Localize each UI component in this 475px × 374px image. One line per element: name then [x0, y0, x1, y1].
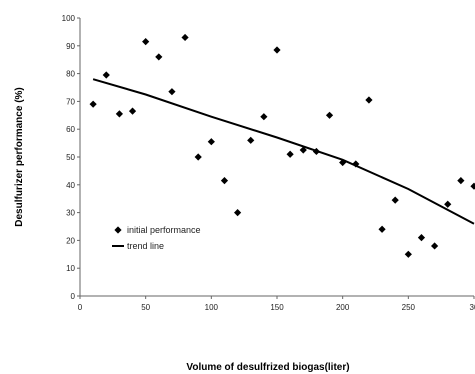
legend-label-initial: initial performance — [127, 225, 201, 235]
y-tick-label: 20 — [66, 236, 75, 245]
data-point — [273, 46, 281, 54]
data-point — [181, 33, 189, 42]
data-point — [260, 113, 268, 121]
data-point — [194, 153, 202, 161]
legend-marker-initial — [114, 226, 122, 234]
data-point — [339, 158, 347, 167]
data-point — [155, 53, 163, 61]
x-tick-label: 0 — [78, 303, 83, 312]
data-point — [220, 177, 229, 185]
y-tick-label: 50 — [66, 153, 75, 162]
x-tick-label: 100 — [205, 303, 219, 312]
y-tick-label: 90 — [66, 42, 75, 51]
data-point — [102, 71, 110, 79]
x-tick-label: 250 — [402, 303, 416, 312]
legend-label-trend: trend line — [127, 241, 164, 251]
data-point — [470, 182, 475, 190]
y-axis-title: Desulfurizer performance (%) — [14, 87, 25, 226]
y-tick-label: 60 — [66, 125, 75, 134]
data-point — [89, 100, 97, 108]
trend-line — [92, 78, 475, 225]
data-point — [365, 96, 373, 104]
y-tick-label: 10 — [66, 264, 75, 273]
y-tick-label: 100 — [62, 14, 76, 23]
x-tick-label: 30 — [470, 303, 475, 312]
x-axis-title: Volume of desulfrized biogas(liter) — [186, 362, 349, 373]
data-point — [312, 147, 320, 156]
data-point — [352, 160, 360, 168]
y-tick-label: 0 — [71, 292, 76, 301]
y-tick-label: 40 — [66, 181, 75, 190]
data-point — [115, 110, 123, 118]
data-point — [417, 234, 426, 242]
data-point — [286, 150, 294, 158]
x-tick-label: 200 — [336, 303, 350, 312]
y-tick-label: 30 — [66, 209, 75, 218]
data-point — [142, 38, 150, 46]
data-point — [128, 107, 137, 115]
y-tick-label: 80 — [66, 70, 75, 79]
data-point — [391, 196, 399, 204]
data-point — [444, 200, 452, 208]
x-tick-label: 150 — [270, 303, 284, 312]
data-point — [234, 209, 242, 217]
data-point — [404, 250, 412, 258]
data-point — [247, 136, 255, 144]
y-tick-label: 70 — [66, 97, 75, 106]
x-tick-label: 50 — [141, 303, 150, 312]
data-point — [299, 146, 307, 154]
data-point — [378, 225, 386, 233]
data-point — [457, 177, 465, 185]
data-point — [325, 111, 334, 119]
data-point — [207, 138, 215, 146]
data-point — [431, 242, 439, 250]
data-point — [168, 88, 176, 96]
